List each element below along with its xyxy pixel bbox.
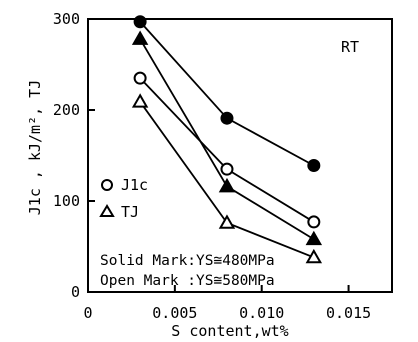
series-open-triangle bbox=[131, 93, 323, 264]
series-open-circle bbox=[133, 71, 321, 229]
data-point bbox=[307, 159, 321, 173]
data-point bbox=[133, 71, 147, 85]
series-line bbox=[139, 77, 315, 223]
open-mark-note: Open Mark :YS≅580MPa bbox=[100, 273, 275, 289]
data-point bbox=[133, 15, 147, 29]
legend: J1c TJ bbox=[99, 176, 148, 221]
series-solid-triangle bbox=[131, 30, 323, 246]
legend-triangle-icon bbox=[99, 204, 115, 217]
y-tick-label: 200 bbox=[53, 101, 80, 119]
data-point bbox=[307, 215, 321, 229]
x-tick-label: 0.005 bbox=[152, 304, 197, 322]
data-point bbox=[220, 162, 234, 176]
data-point bbox=[218, 177, 236, 193]
series-layer bbox=[131, 15, 323, 264]
y-tick-label: 300 bbox=[53, 10, 80, 28]
legend-label-tj: TJ bbox=[121, 203, 139, 221]
y-axis-label: J1c , kJ/m², TJ bbox=[26, 80, 44, 215]
data-point bbox=[305, 230, 323, 246]
temperature-annotation: RT bbox=[341, 38, 359, 56]
series-solid-circle bbox=[133, 15, 321, 173]
y-tick-label: 100 bbox=[53, 192, 80, 210]
axes-frame bbox=[87, 18, 393, 293]
x-tick-label: 0.010 bbox=[239, 304, 284, 322]
solid-mark-note: Solid Mark:YS≅480MPa bbox=[100, 253, 275, 269]
data-point bbox=[218, 214, 236, 229]
data-point bbox=[220, 111, 234, 125]
data-point bbox=[131, 30, 149, 45]
legend-label-j1c: J1c bbox=[121, 176, 148, 194]
x-tick-label: 0 bbox=[83, 304, 92, 322]
series-line bbox=[139, 21, 315, 167]
plot-frame bbox=[87, 18, 393, 293]
data-point bbox=[305, 248, 323, 264]
tick-layer: 0 0.005 0.010 0.015 0 100 200 300 bbox=[53, 10, 371, 322]
legend-circle-icon bbox=[101, 179, 113, 191]
x-tick-label: 0.015 bbox=[326, 304, 371, 322]
data-point bbox=[131, 93, 149, 108]
x-axis-label: S content,wt% bbox=[171, 322, 288, 340]
y-tick-label: 0 bbox=[71, 283, 80, 301]
